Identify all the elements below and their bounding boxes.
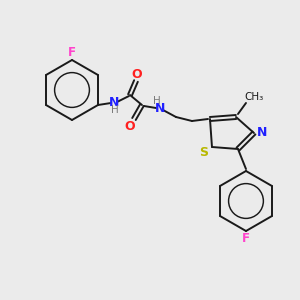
Text: CH₃: CH₃	[244, 92, 264, 102]
Text: S: S	[200, 146, 208, 158]
Text: O: O	[132, 68, 142, 80]
Text: O: O	[125, 121, 135, 134]
Text: N: N	[257, 127, 267, 140]
Text: N: N	[109, 97, 119, 110]
Text: F: F	[68, 46, 76, 59]
Text: H: H	[153, 96, 161, 106]
Text: F: F	[242, 232, 250, 245]
Text: H: H	[111, 105, 119, 115]
Text: N: N	[155, 103, 165, 116]
